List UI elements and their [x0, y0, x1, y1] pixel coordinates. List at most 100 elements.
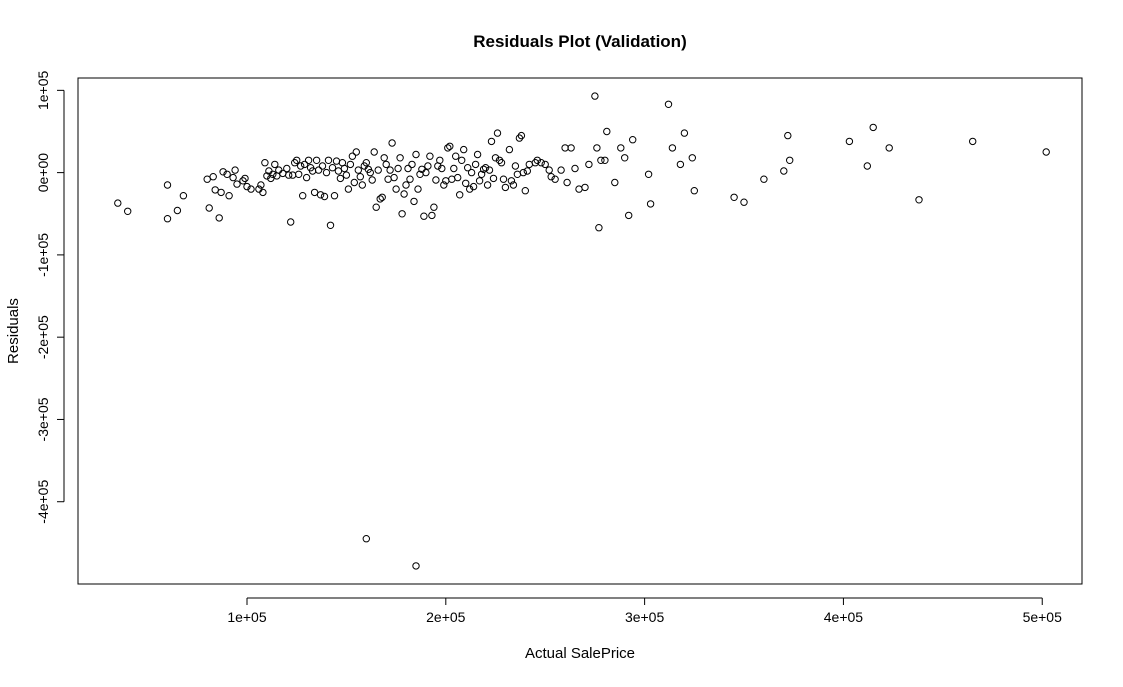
data-point [664, 100, 673, 109]
data-point [454, 173, 462, 182]
data-point [310, 188, 319, 197]
data-point [557, 166, 565, 174]
y-axis-label: Residuals [5, 298, 22, 364]
data-point [382, 160, 390, 169]
data-point [507, 177, 516, 185]
data-point [320, 192, 329, 201]
data-point [362, 159, 370, 167]
data-point [318, 162, 327, 170]
data-point [114, 199, 122, 207]
y-tick-label: 1e+05 [35, 70, 51, 110]
data-point [690, 187, 698, 195]
data-point [205, 204, 213, 212]
data-point [368, 176, 376, 184]
data-point [283, 164, 291, 173]
data-point [551, 175, 559, 183]
data-point [422, 168, 430, 177]
data-point [372, 203, 380, 211]
data-point [629, 136, 637, 144]
data-point [499, 175, 508, 183]
data-point [356, 173, 364, 181]
y-tick-label: -1e+05 [35, 233, 51, 277]
x-tick-label: 3e+05 [625, 609, 665, 625]
data-point [523, 167, 531, 175]
data-point [285, 171, 293, 179]
data-point [786, 156, 794, 165]
data-point [575, 185, 583, 193]
data-point [436, 156, 444, 165]
data-point [291, 159, 299, 167]
data-point [404, 164, 412, 173]
data-point [617, 144, 625, 152]
data-point [511, 162, 520, 170]
data-point [392, 185, 400, 193]
data-point [398, 210, 406, 218]
data-point [495, 156, 504, 165]
data-point [259, 188, 267, 197]
data-point [845, 137, 854, 146]
data-point [390, 173, 398, 182]
data-point [509, 181, 518, 189]
y-tick-label: -4e+05 [35, 480, 51, 524]
data-point [863, 162, 871, 170]
data-point [485, 166, 494, 174]
data-point [505, 145, 514, 154]
data-point [412, 562, 420, 570]
data-point [334, 167, 343, 175]
data-point [440, 181, 448, 189]
data-point [350, 178, 358, 187]
data-point [625, 211, 633, 220]
data-point [332, 157, 341, 165]
data-point [289, 171, 297, 179]
data-point [316, 191, 325, 199]
data-point [680, 129, 689, 137]
data-point [203, 175, 211, 183]
data-point [322, 168, 331, 177]
data-point [388, 139, 396, 147]
data-point [426, 152, 434, 160]
data-point [545, 166, 553, 174]
data-point [869, 123, 877, 132]
data-points [114, 92, 1050, 570]
data-point [581, 183, 589, 192]
data-point [646, 200, 655, 208]
data-point [471, 160, 480, 169]
data-point [464, 164, 472, 172]
data-point [784, 131, 792, 140]
data-point [469, 182, 478, 191]
data-point [676, 160, 685, 169]
data-point [483, 181, 492, 189]
data-point [330, 192, 339, 200]
data-point [380, 154, 388, 162]
data-point [593, 144, 601, 152]
data-point [219, 168, 227, 176]
data-point [603, 127, 611, 136]
data-point [231, 166, 239, 174]
data-point [124, 207, 132, 216]
data-point [394, 164, 402, 173]
data-point [460, 145, 468, 154]
data-point [760, 175, 768, 183]
data-point [563, 178, 571, 187]
data-point [521, 187, 529, 195]
data-point [344, 185, 353, 193]
data-point [780, 167, 788, 175]
chart-title: Residuals Plot (Validation) [473, 32, 686, 51]
data-point [466, 185, 474, 193]
data-point [424, 162, 432, 170]
x-tick-label: 4e+05 [824, 609, 864, 625]
data-point [163, 215, 172, 223]
plot-frame [77, 77, 1083, 585]
data-point [446, 142, 454, 151]
data-point [519, 168, 527, 177]
data-point [597, 156, 605, 165]
data-point [366, 168, 374, 177]
data-point [915, 196, 923, 204]
y-tick-label: 0e+00 [35, 153, 51, 193]
data-point [430, 203, 438, 211]
data-point [668, 144, 677, 152]
data-point [257, 181, 265, 189]
data-point [473, 150, 482, 159]
data-point [402, 181, 410, 189]
